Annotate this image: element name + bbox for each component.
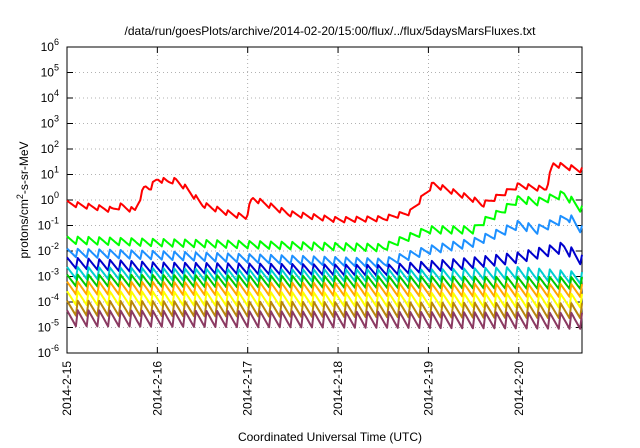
y-tick-label: 10-5 bbox=[38, 318, 59, 335]
y-tick-label: 101 bbox=[41, 165, 59, 182]
grid bbox=[67, 47, 582, 353]
chart-title: /data/run/goesPlots/archive/2014-02-20/1… bbox=[125, 24, 537, 38]
y-tick-label: 106 bbox=[41, 37, 59, 54]
y-tick-label: 10-2 bbox=[38, 241, 59, 258]
series-line bbox=[66, 161, 583, 224]
x-tick-label: 2014-2-18 bbox=[331, 361, 345, 416]
y-axis-label: protons/cm2-s-sr-MeV bbox=[15, 141, 31, 258]
series-line bbox=[66, 273, 583, 290]
y-tick-label: 100 bbox=[41, 190, 59, 207]
y-axis: 10-6 10-5 10-4 10-3 10-2 10-1 100 101 102 103 104 1… bbox=[38, 37, 582, 360]
series-line bbox=[66, 266, 583, 285]
y-tick-label: 104 bbox=[41, 88, 59, 105]
series-line bbox=[66, 214, 583, 268]
x-axis-label: Coordinated Universal Time (UTC) bbox=[238, 430, 422, 444]
y-tick-label: 10-3 bbox=[38, 267, 59, 284]
y-tick-label: 10-1 bbox=[38, 216, 59, 233]
y-tick-label: 102 bbox=[41, 139, 59, 156]
x-axis: 2014-2-15 2014-2-16 2014-2-17 2014-2-18 2014… bbox=[60, 47, 526, 416]
x-tick-label: 2014-2-19 bbox=[421, 361, 435, 416]
y-tick-label: 10-6 bbox=[38, 343, 59, 360]
series-line bbox=[66, 241, 583, 277]
series-line bbox=[66, 309, 583, 330]
series-line bbox=[66, 190, 583, 253]
y-tick-label: 105 bbox=[41, 63, 59, 80]
x-tick-label: 2014-2-20 bbox=[512, 361, 526, 416]
series-line bbox=[66, 280, 583, 298]
y-tick-label: 103 bbox=[41, 114, 59, 131]
series-lines bbox=[66, 161, 583, 330]
x-tick-label: 2014-2-15 bbox=[60, 361, 74, 416]
series-line bbox=[66, 290, 583, 309]
x-tick-label: 2014-2-17 bbox=[241, 361, 255, 416]
x-tick-label: 2014-2-16 bbox=[150, 361, 164, 416]
series-line bbox=[66, 299, 583, 320]
y-tick-label: 10-4 bbox=[38, 292, 59, 309]
